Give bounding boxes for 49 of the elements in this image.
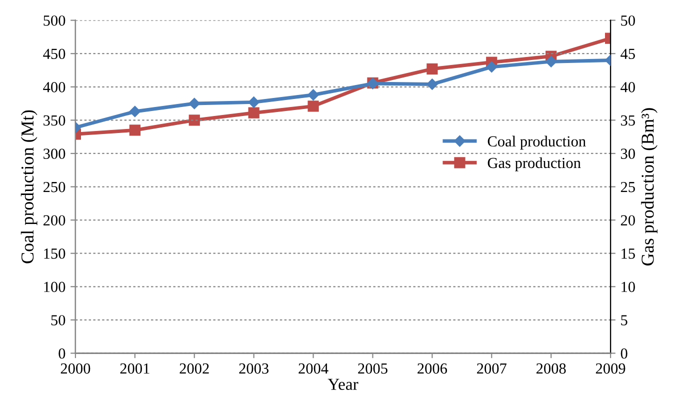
y-tick-label: 500 bbox=[44, 15, 66, 26]
x-tick-label: 2004 bbox=[298, 363, 328, 374]
y2-tick-label: 40 bbox=[620, 82, 635, 92]
legend-label: Gas production bbox=[488, 157, 581, 172]
y2-tick-label: 25 bbox=[620, 182, 635, 192]
y2-tick-label: 30 bbox=[620, 148, 635, 159]
y2-tick-label: 45 bbox=[620, 48, 635, 60]
y-tick-label: 250 bbox=[43, 182, 66, 192]
x-axis-title: Year bbox=[328, 378, 358, 390]
point bbox=[188, 114, 200, 126]
y-tick-label: 450 bbox=[43, 48, 66, 60]
y-tick-label: 300 bbox=[44, 148, 66, 159]
x-tick-label: 2007 bbox=[477, 363, 506, 374]
point bbox=[129, 106, 141, 118]
point bbox=[308, 89, 319, 100]
x-tick-label: 2000 bbox=[60, 363, 90, 374]
y2-tick-label: 5 bbox=[621, 315, 628, 326]
point bbox=[486, 61, 498, 73]
point bbox=[248, 96, 260, 108]
x-tick-label: 2008 bbox=[536, 363, 566, 374]
x-tick-label: 2009 bbox=[596, 363, 626, 374]
y-tick-label: 350 bbox=[44, 115, 66, 126]
point bbox=[426, 78, 438, 90]
legend-label: Coal production bbox=[488, 136, 586, 150]
y-tick-label: 100 bbox=[44, 282, 66, 292]
y2-axis-title: Gas production (Bm³) bbox=[641, 108, 658, 266]
point bbox=[188, 98, 200, 110]
x-tick-label: 2001 bbox=[120, 363, 150, 374]
point bbox=[545, 56, 557, 68]
x-tick-label: 2006 bbox=[418, 363, 447, 374]
x-tick-label: 2003 bbox=[239, 363, 268, 374]
point bbox=[129, 124, 140, 136]
y2-tick-label: 0 bbox=[620, 348, 628, 359]
y-axis-title: Coal production (Mt) bbox=[20, 110, 38, 264]
y2-tick-label: 20 bbox=[620, 215, 635, 226]
point bbox=[248, 107, 260, 118]
y2-tick-label: 50 bbox=[621, 15, 635, 26]
y-tick-label: 150 bbox=[44, 248, 66, 259]
y-tick-label: 200 bbox=[43, 215, 66, 226]
point bbox=[308, 100, 319, 112]
y2-tick-label: 15 bbox=[622, 248, 635, 259]
y-tick-label: 0 bbox=[58, 348, 66, 359]
y2-tick-label: 35 bbox=[620, 115, 635, 126]
x-tick-label: 2002 bbox=[180, 363, 209, 374]
y-tick-label: 400 bbox=[43, 82, 66, 92]
point bbox=[426, 63, 438, 74]
y-tick-label: 50 bbox=[51, 315, 66, 326]
x-tick-label: 2005 bbox=[358, 363, 388, 374]
y2-tick-label: 10 bbox=[622, 282, 635, 292]
